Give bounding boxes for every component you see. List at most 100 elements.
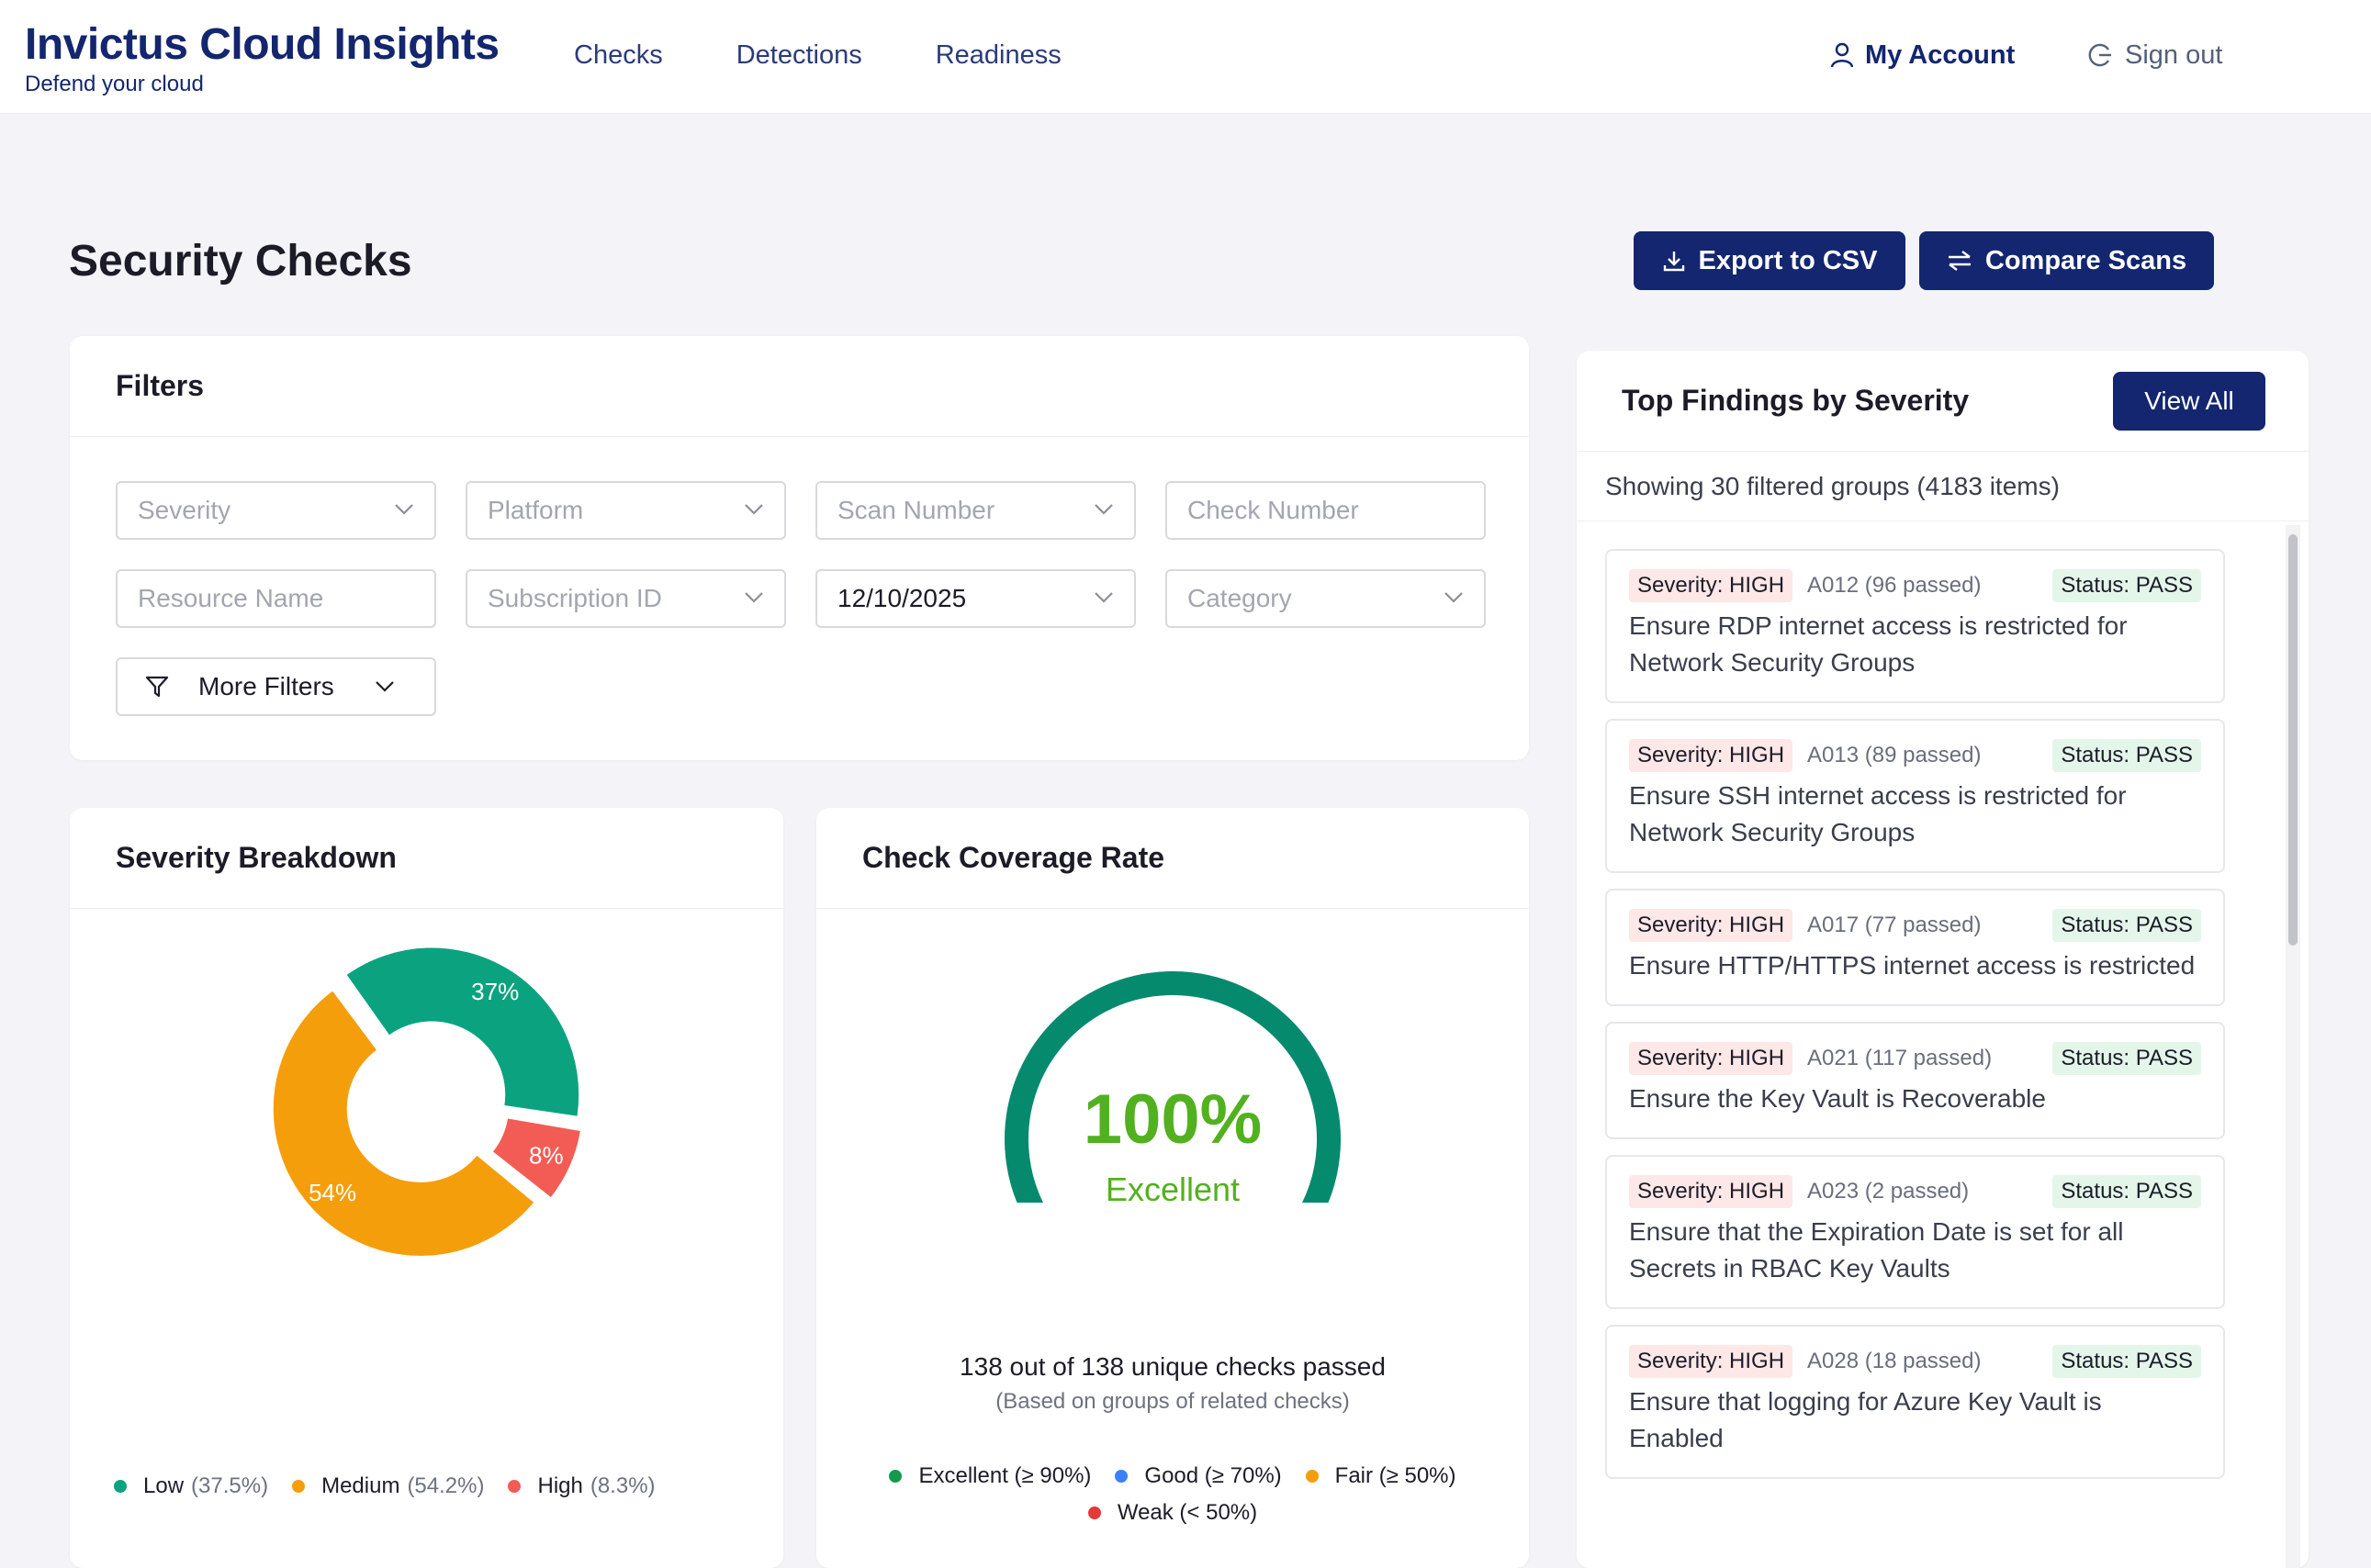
finding-title: Ensure that the Expiration Date is set f… <box>1629 1217 2124 1282</box>
finding-item[interactable]: Severity: HIGH A028 (18 passed) Status: PA… <box>1605 1325 2225 1479</box>
resource-name-placeholder: Resource Name <box>138 584 324 612</box>
export-csv-label: Export to CSV <box>1698 245 1878 275</box>
my-account-label: My Account <box>1865 40 2016 70</box>
finding-item[interactable]: Severity: HIGH A023 (2 passed) Status: PAS… <box>1605 1155 2225 1309</box>
legend-dot-weak <box>1087 1506 1101 1519</box>
check-number-input[interactable]: Check Number <box>1165 481 1486 540</box>
sign-out-link[interactable]: Sign out <box>2086 37 2222 73</box>
finding-id: A023 (2 passed) <box>1807 1179 1970 1204</box>
subscription-id-select[interactable]: Subscription ID <box>466 569 786 628</box>
finding-meta-row: Severity: HIGH A012 (96 passed) Status: PA… <box>1629 569 2201 602</box>
status-badge: Status: PASS <box>2052 569 2201 602</box>
severity-breakdown-title: Severity Breakdown <box>116 841 397 874</box>
brand-subtitle: Defend your cloud <box>25 72 204 96</box>
sign-out-icon <box>2088 43 2111 67</box>
resource-name-input[interactable]: Resource Name <box>116 569 436 628</box>
coverage-summary: 138 out of 138 unique checks passed <box>960 1352 1386 1381</box>
finding-title: Ensure the Key Vault is Recoverable <box>1629 1084 2046 1113</box>
finding-item[interactable]: Severity: HIGH A013 (89 passed) Status: PA… <box>1605 719 2225 873</box>
finding-meta-row: Severity: HIGH A021 (117 passed) Status: P… <box>1629 1042 2201 1075</box>
main-nav: Checks Detections Readiness <box>574 37 1135 73</box>
finding-item[interactable]: Severity: HIGH A017 (77 passed) Status: PA… <box>1605 889 2225 1006</box>
legend-label-good: Good (≥ 70%) <box>1144 1463 1282 1488</box>
finding-item[interactable]: Severity: HIGH A012 (96 passed) Status: PA… <box>1605 549 2225 703</box>
chevron-down-icon <box>1444 592 1463 603</box>
nav-detections[interactable]: Detections <box>736 40 862 70</box>
filters-card: Filters Severity Platform Scan Number Ch… <box>70 336 1529 760</box>
top-navigation-bar: Invictus Cloud Insights Defend your clou… <box>0 0 2371 114</box>
compare-scans-button[interactable]: Compare Scans <box>1919 231 2214 290</box>
donut-label-low: 37% <box>471 978 519 1005</box>
finding-meta-left: Severity: HIGH A013 (89 passed) <box>1629 739 1982 772</box>
legend-label-excellent: Excellent (≥ 90%) <box>918 1463 1092 1488</box>
date-select[interactable]: 12/10/2025 <box>815 569 1136 628</box>
chevron-down-icon <box>745 592 763 603</box>
check-number-placeholder: Check Number <box>1187 496 1359 524</box>
severity-badge: Severity: HIGH <box>1629 909 1793 942</box>
chevron-down-icon <box>376 681 394 692</box>
findings-scroll-thumb[interactable] <box>2288 534 2298 946</box>
findings-scrollbar[interactable] <box>2286 525 2300 1568</box>
finding-id: A017 (77 passed) <box>1807 913 1982 937</box>
page-title: Security Checks <box>69 237 412 286</box>
coverage-note: (Based on groups of related checks) <box>995 1389 1350 1414</box>
chevron-down-icon <box>1095 504 1113 515</box>
donut-slice-low[interactable] <box>346 947 579 1116</box>
severity-badge: Severity: HIGH <box>1629 569 1793 602</box>
severity-breakdown-card: Severity Breakdown 37% 8% 54% Low (37.5%) … <box>70 808 783 1568</box>
nav-checks[interactable]: Checks <box>574 40 663 70</box>
status-badge: Status: PASS <box>2052 1345 2201 1378</box>
finding-meta-row: Severity: HIGH A023 (2 passed) Status: PAS… <box>1629 1175 2201 1208</box>
category-select[interactable]: Category <box>1165 569 1486 628</box>
coverage-gauge <box>1005 971 1341 1203</box>
coverage-rating: Excellent <box>1105 1170 1241 1208</box>
category-placeholder: Category <box>1187 584 1292 612</box>
sign-out-label: Sign out <box>2125 40 2223 70</box>
more-filters-button[interactable]: More Filters <box>116 657 436 716</box>
donut-label-high: 8% <box>529 1142 564 1170</box>
legend-dot-medium <box>292 1480 306 1493</box>
status-badge: Status: PASS <box>2052 739 2201 772</box>
finding-id: A012 (96 passed) <box>1807 573 1982 598</box>
filter-icon <box>145 676 169 698</box>
scan-number-placeholder: Scan Number <box>837 496 995 524</box>
legend-dot-fair <box>1305 1470 1319 1483</box>
finding-meta-left: Severity: HIGH A023 (2 passed) <box>1629 1175 1969 1208</box>
legend-dot-low <box>114 1480 127 1493</box>
finding-title: Ensure that logging for Azure Key Vault … <box>1629 1387 2102 1452</box>
finding-meta-left: Severity: HIGH A017 (77 passed) <box>1629 909 1982 942</box>
severity-placeholder: Severity <box>138 496 231 524</box>
user-icon <box>1830 42 1854 68</box>
export-csv-button[interactable]: Export to CSV <box>1634 231 1905 290</box>
brand[interactable]: Invictus Cloud Insights Defend your clou… <box>25 18 500 97</box>
view-all-button[interactable]: View All <box>2113 371 2265 431</box>
my-account-link[interactable]: My Account <box>1830 37 2015 73</box>
donut-slice-medium[interactable] <box>273 991 534 1256</box>
nav-readiness[interactable]: Readiness <box>935 40 1062 70</box>
more-filters-label: More Filters <box>198 672 334 700</box>
check-coverage-title: Check Coverage Rate <box>862 841 1165 874</box>
download-icon <box>1663 252 1684 272</box>
top-findings-card: Top Findings by Severity View All Showin… <box>1577 351 2309 1568</box>
legend-dot-high <box>508 1480 522 1493</box>
legend-label-fair: Fair (≥ 50%) <box>1334 1463 1456 1488</box>
finding-meta-row: Severity: HIGH A028 (18 passed) Status: PA… <box>1629 1345 2201 1378</box>
finding-id: A013 (89 passed) <box>1807 743 1982 767</box>
severity-badge: Severity: HIGH <box>1629 1345 1793 1378</box>
coverage-legend-excellent: Excellent (≥ 90%) <box>889 1458 1091 1495</box>
brand-title: Invictus Cloud Insights <box>25 20 500 69</box>
legend-label-weak: Weak (< 50%) <box>1117 1500 1258 1525</box>
coverage-legend: Excellent (≥ 90%) Good (≥ 70%) Fair (≥ 5… <box>816 1458 1529 1531</box>
platform-select[interactable]: Platform <box>466 481 786 540</box>
chevron-down-icon <box>1095 592 1113 603</box>
severity-badge: Severity: HIGH <box>1629 1175 1793 1208</box>
severity-select[interactable]: Severity <box>116 481 436 540</box>
finding-id: A028 (18 passed) <box>1807 1349 1982 1373</box>
check-coverage-card: Check Coverage Rate 100% Excellent 138 o… <box>816 808 1529 1568</box>
compare-arrows-icon <box>1948 251 1971 271</box>
severity-badge: Severity: HIGH <box>1629 1042 1793 1075</box>
finding-item[interactable]: Severity: HIGH A021 (117 passed) Status: P… <box>1605 1022 2225 1139</box>
donut-slice-high[interactable] <box>493 1118 580 1197</box>
scan-number-select[interactable]: Scan Number <box>815 481 1136 540</box>
coverage-percent: 100% <box>1083 1081 1263 1159</box>
